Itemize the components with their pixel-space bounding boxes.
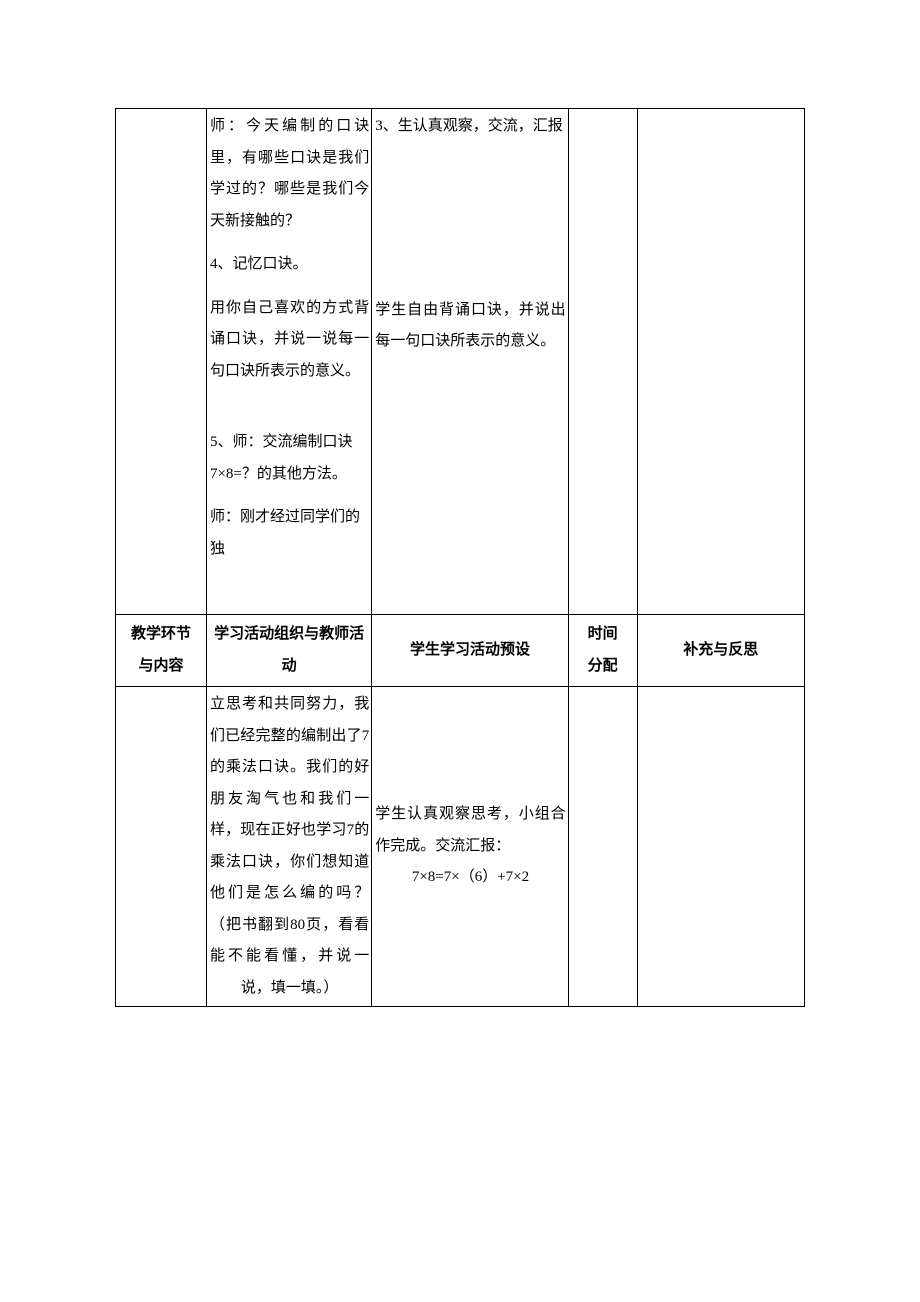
header-col2: 学习活动组织与教师活动 [206, 615, 371, 687]
header-col1: 教学环节 与内容 [116, 615, 207, 687]
header-col1-line1: 教学环节 [119, 619, 203, 651]
r3c3-line1: 学生认真观察思考，小组合作完成。交流汇报： [375, 799, 565, 862]
header-col4-line1: 时间 [572, 619, 634, 651]
r1c3-p1: 3、生认真观察，交流，汇报 [375, 111, 565, 143]
r1c2-p4: 5、师：交流编制口诀 7×8=？的其他方法。 [210, 427, 369, 490]
cell-r3-c5 [637, 687, 804, 1007]
r1c2-p2: 4、记忆口诀。 [210, 249, 369, 281]
cell-r3-c1 [116, 687, 207, 1007]
cell-r1-c3: 3、生认真观察，交流，汇报 学生自由背诵口诀，并说出每一句口诀所表示的意义。 [372, 109, 568, 615]
header-col1-line2: 与内容 [119, 651, 203, 683]
cell-r1-c1 [116, 109, 207, 615]
header-col4: 时间 分配 [568, 615, 637, 687]
header-col4-line2: 分配 [572, 651, 634, 683]
r1c2-p3: 用你自己喜欢的方式背诵口诀，并说一说每一句口诀所表示的意义。 [210, 293, 369, 388]
r3c3-line2: 7×8=7×（6）+7×2 [375, 862, 565, 894]
header-row: 教学环节 与内容 学习活动组织与教师活动 学生学习活动预设 时间 分配 补充与反… [116, 615, 805, 687]
header-col3: 学生学习活动预设 [372, 615, 568, 687]
cell-r1-c5 [637, 109, 804, 615]
r3c2-text: 立思考和共同努力，我们已经完整的编制出了7的乘法口诀。我们的好朋友淘气也和我们一… [210, 689, 369, 1004]
lesson-plan-table: 师：今天编制的口诀里，有哪些口诀是我们学过的？哪些是我们今天新接触的？ 4、记忆… [115, 108, 805, 1007]
content-row-1: 师：今天编制的口诀里，有哪些口诀是我们学过的？哪些是我们今天新接触的？ 4、记忆… [116, 109, 805, 615]
r1c2-p5: 师：刚才经过同学们的独 [210, 502, 369, 565]
header-col5: 补充与反思 [637, 615, 804, 687]
content-row-3: 立思考和共同努力，我们已经完整的编制出了7的乘法口诀。我们的好朋友淘气也和我们一… [116, 687, 805, 1007]
r1c3-p2: 学生自由背诵口诀，并说出每一句口诀所表示的意义。 [375, 295, 565, 358]
document-page: 师：今天编制的口诀里，有哪些口诀是我们学过的？哪些是我们今天新接触的？ 4、记忆… [0, 0, 920, 1302]
cell-r3-c2: 立思考和共同努力，我们已经完整的编制出了7的乘法口诀。我们的好朋友淘气也和我们一… [206, 687, 371, 1007]
cell-r3-c4 [568, 687, 637, 1007]
cell-r1-c2: 师：今天编制的口诀里，有哪些口诀是我们学过的？哪些是我们今天新接触的？ 4、记忆… [206, 109, 371, 615]
cell-r3-c3: 学生认真观察思考，小组合作完成。交流汇报： 7×8=7×（6）+7×2 [372, 687, 568, 1007]
cell-r1-c4 [568, 109, 637, 615]
r1c2-p1: 师：今天编制的口诀里，有哪些口诀是我们学过的？哪些是我们今天新接触的？ [210, 111, 369, 237]
